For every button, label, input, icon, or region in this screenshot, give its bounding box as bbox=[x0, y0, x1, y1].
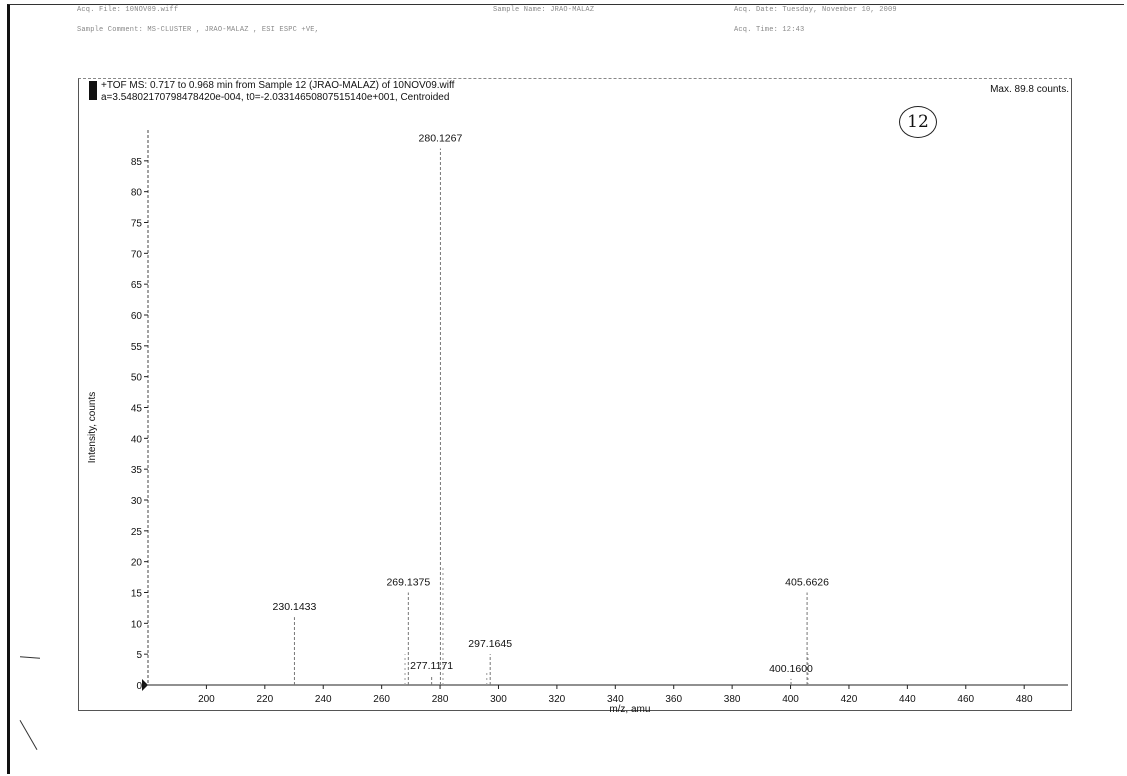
x-tick-label: 320 bbox=[549, 694, 566, 705]
x-tick-label: 380 bbox=[724, 694, 741, 705]
y-tick-label: 20 bbox=[131, 558, 143, 569]
y-tick-label: 50 bbox=[131, 373, 143, 384]
peak-label: 280.1267 bbox=[419, 133, 463, 145]
peak-label: 269.1375 bbox=[386, 577, 430, 589]
x-tick-label: 440 bbox=[899, 694, 916, 705]
peak-label: 277.1171 bbox=[410, 660, 453, 672]
x-tick-label: 260 bbox=[373, 694, 390, 705]
x-tick-label: 300 bbox=[490, 694, 507, 705]
x-tick-label: 360 bbox=[665, 694, 682, 705]
x-tick-label: 480 bbox=[1016, 694, 1033, 705]
y-tick-label: 60 bbox=[131, 311, 143, 322]
y-tick-label: 80 bbox=[131, 188, 143, 199]
y-tick-label: 35 bbox=[131, 465, 143, 476]
y-tick-label: 55 bbox=[131, 342, 143, 353]
y-tick-label: 40 bbox=[131, 434, 143, 445]
x-tick-label: 280 bbox=[432, 694, 449, 705]
y-tick-label: 30 bbox=[131, 496, 143, 507]
peak-label: 230.1433 bbox=[273, 601, 317, 613]
peak-label: 405.6626 bbox=[785, 577, 829, 589]
y-tick-label: 75 bbox=[131, 219, 143, 230]
x-tick-label: 220 bbox=[256, 694, 273, 705]
y-tick-label: 70 bbox=[131, 249, 143, 260]
y-tick-label: 65 bbox=[131, 280, 143, 291]
x-tick-label: 240 bbox=[315, 694, 332, 705]
y-tick-label: 10 bbox=[131, 619, 143, 630]
x-tick-label: 400 bbox=[782, 694, 799, 705]
y-tick-label: 0 bbox=[136, 681, 142, 692]
x-axis-label: m/z, amu bbox=[609, 704, 650, 715]
y-tick-label: 85 bbox=[131, 157, 143, 168]
x-tick-label: 200 bbox=[198, 694, 215, 705]
x-tick-label: 460 bbox=[957, 694, 974, 705]
x-tick-label: 420 bbox=[841, 694, 858, 705]
y-tick-label: 5 bbox=[136, 650, 142, 661]
peak-label: 297.1645 bbox=[468, 638, 512, 650]
y-tick-label: 25 bbox=[131, 527, 143, 538]
y-axis-label: Intensity, counts bbox=[87, 392, 98, 464]
y-tick-label: 15 bbox=[131, 589, 143, 600]
y-tick-label: 45 bbox=[131, 404, 143, 415]
peak-label: 400.1600 bbox=[769, 663, 813, 675]
